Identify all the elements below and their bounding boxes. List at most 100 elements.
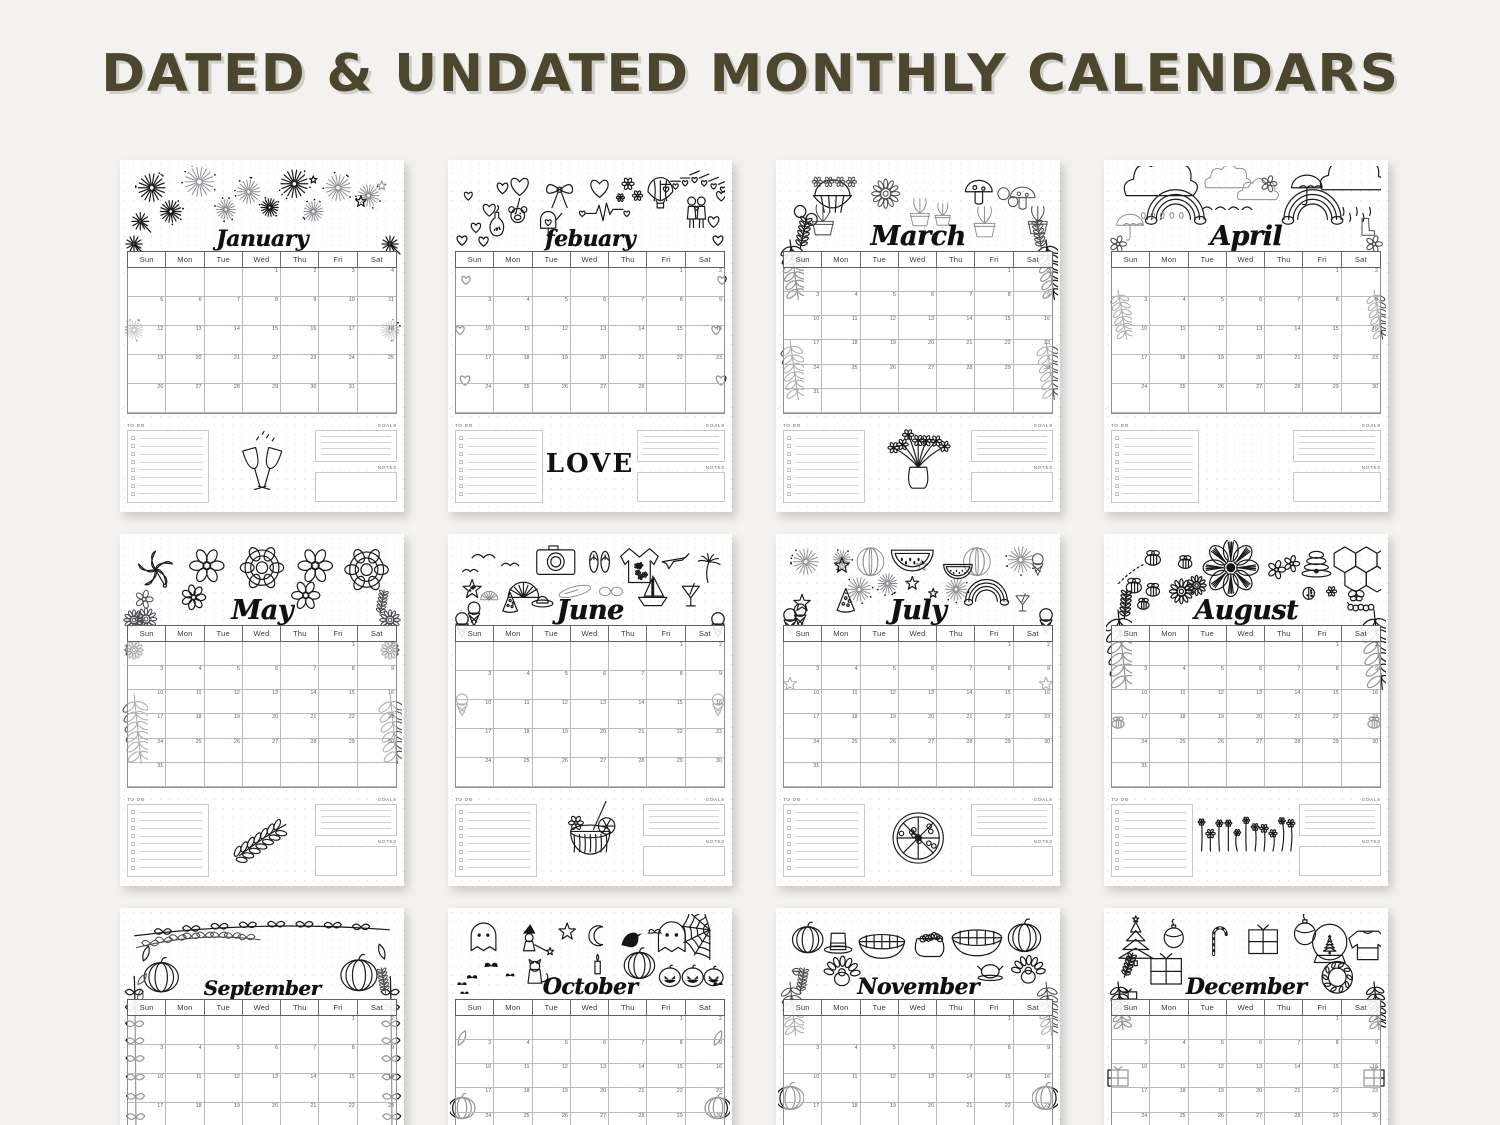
date-cell[interactable]: 25 [494, 384, 533, 413]
date-cell[interactable]: 26 [1188, 738, 1227, 763]
date-cell[interactable]: 22 [975, 340, 1014, 365]
date-cell[interactable]: 14 [1265, 1064, 1304, 1089]
date-cell[interactable]: 29 [1303, 1112, 1342, 1125]
date-cell[interactable]: 3 [456, 1040, 495, 1065]
date-cell[interactable]: 16 [1341, 690, 1380, 715]
checkbox-icon[interactable] [459, 467, 463, 472]
date-cell[interactable]: 21 [1265, 714, 1304, 739]
date-cell-empty[interactable] [242, 762, 282, 787]
date-cell[interactable]: 29 [319, 738, 358, 763]
date-cell[interactable]: 29 [975, 738, 1014, 763]
date-cell[interactable]: 23 [281, 355, 320, 384]
date-cell[interactable]: 31 [784, 762, 823, 787]
date-cell[interactable]: 25 [1150, 384, 1189, 413]
todo-checkbox-column[interactable] [787, 435, 793, 498]
date-cell[interactable]: 22 [647, 729, 686, 758]
checkbox-icon[interactable] [787, 460, 791, 465]
date-cell[interactable]: 12 [1188, 1064, 1227, 1089]
date-cell[interactable]: 5 [204, 1045, 243, 1074]
date-cell-empty[interactable] [860, 1016, 899, 1045]
date-cell[interactable]: 7 [609, 297, 648, 326]
date-cell[interactable]: 26 [860, 738, 899, 763]
date-cell[interactable]: 17 [456, 729, 495, 758]
date-cell[interactable]: 2 [685, 1016, 724, 1041]
date-cell[interactable]: 6 [166, 297, 205, 326]
date-cell[interactable]: 21 [204, 355, 243, 384]
todo-checkbox-column[interactable] [131, 435, 137, 498]
date-cell[interactable]: 29 [242, 384, 282, 413]
date-cell[interactable]: 31 [784, 388, 823, 413]
date-cell-empty[interactable] [357, 384, 396, 413]
date-cell-empty[interactable] [975, 762, 1014, 787]
date-cell[interactable]: 21 [937, 340, 976, 365]
date-cell[interactable]: 22 [1303, 355, 1342, 384]
date-cell[interactable]: 25 [1150, 1112, 1189, 1125]
date-cell[interactable]: 1 [319, 1016, 358, 1045]
todo-checkbox-column[interactable] [131, 809, 137, 872]
date-cell[interactable]: 18 [1150, 714, 1189, 739]
date-cell[interactable]: 1 [647, 642, 686, 671]
date-cell[interactable]: 20 [1226, 355, 1266, 384]
date-cell-empty[interactable] [1112, 268, 1151, 297]
date-cell[interactable]: 13 [1226, 326, 1266, 355]
date-cell[interactable]: 28 [1265, 384, 1304, 413]
date-cell[interactable]: 18 [357, 326, 396, 355]
checkbox-icon[interactable] [1115, 436, 1119, 441]
date-cell[interactable]: 9 [685, 297, 724, 326]
date-cell[interactable]: 1 [975, 642, 1014, 667]
checkbox-icon[interactable] [131, 834, 135, 839]
date-cell-empty[interactable] [166, 268, 205, 297]
date-cell[interactable]: 13 [898, 690, 938, 715]
date-cell[interactable]: 3 [456, 297, 495, 326]
date-cell-empty[interactable] [166, 762, 205, 787]
date-cell[interactable]: 7 [609, 1040, 648, 1065]
date-cell[interactable]: 3 [128, 1045, 167, 1074]
date-cell-empty[interactable] [494, 642, 533, 671]
checkbox-icon[interactable] [459, 483, 463, 488]
date-cell[interactable]: 17 [1112, 714, 1151, 739]
date-cell[interactable]: 5 [204, 666, 243, 691]
date-cell-empty[interactable] [609, 1016, 648, 1041]
date-cell-empty[interactable] [494, 1016, 533, 1041]
date-cell[interactable]: 4 [166, 1045, 205, 1074]
date-cell[interactable]: 6 [570, 297, 610, 326]
date-cell[interactable]: 14 [609, 1064, 648, 1089]
checkbox-icon[interactable] [131, 452, 135, 457]
date-cell[interactable]: 11 [822, 690, 861, 715]
date-cell[interactable]: 30 [685, 758, 724, 787]
date-cell[interactable]: 17 [456, 1088, 495, 1113]
date-cell-empty[interactable] [1226, 762, 1266, 787]
checkbox-icon[interactable] [1115, 818, 1119, 823]
date-cell[interactable]: 18 [166, 1103, 205, 1125]
checkbox-icon[interactable] [459, 834, 463, 839]
checkbox-icon[interactable] [1115, 467, 1119, 472]
date-cell[interactable]: 4 [1150, 1040, 1189, 1065]
date-cell[interactable]: 21 [1265, 1088, 1304, 1113]
date-cell-empty[interactable] [609, 268, 648, 297]
checkbox-icon[interactable] [787, 841, 791, 846]
date-cell[interactable]: 21 [609, 355, 648, 384]
checkbox-icon[interactable] [131, 483, 135, 488]
date-cell[interactable]: 24 [1112, 1112, 1151, 1125]
checkbox-icon[interactable] [1115, 849, 1119, 854]
date-cell[interactable]: 29 [1303, 384, 1342, 413]
date-cell[interactable]: 15 [1303, 690, 1342, 715]
date-cell[interactable]: 23 [685, 1088, 724, 1113]
date-cell[interactable]: 12 [1188, 326, 1227, 355]
date-cell[interactable]: 25 [357, 355, 396, 384]
date-cell[interactable]: 13 [1226, 690, 1266, 715]
date-cell[interactable]: 10 [1112, 690, 1151, 715]
date-cell[interactable]: 17 [319, 326, 358, 355]
date-cell[interactable]: 23 [1013, 340, 1052, 365]
notes-box[interactable] [1293, 472, 1381, 502]
date-cell-empty[interactable] [204, 268, 243, 297]
checkbox-icon[interactable] [787, 834, 791, 839]
date-cell[interactable]: 31 [319, 384, 358, 413]
date-cell-empty[interactable] [128, 642, 167, 667]
date-cell-empty[interactable] [609, 642, 648, 671]
date-cell[interactable]: 25 [822, 738, 861, 763]
date-cell[interactable]: 19 [128, 355, 167, 384]
date-cell[interactable]: 16 [1341, 1064, 1380, 1089]
date-cell[interactable]: 10 [456, 326, 495, 355]
date-cell[interactable]: 4 [494, 1040, 533, 1065]
